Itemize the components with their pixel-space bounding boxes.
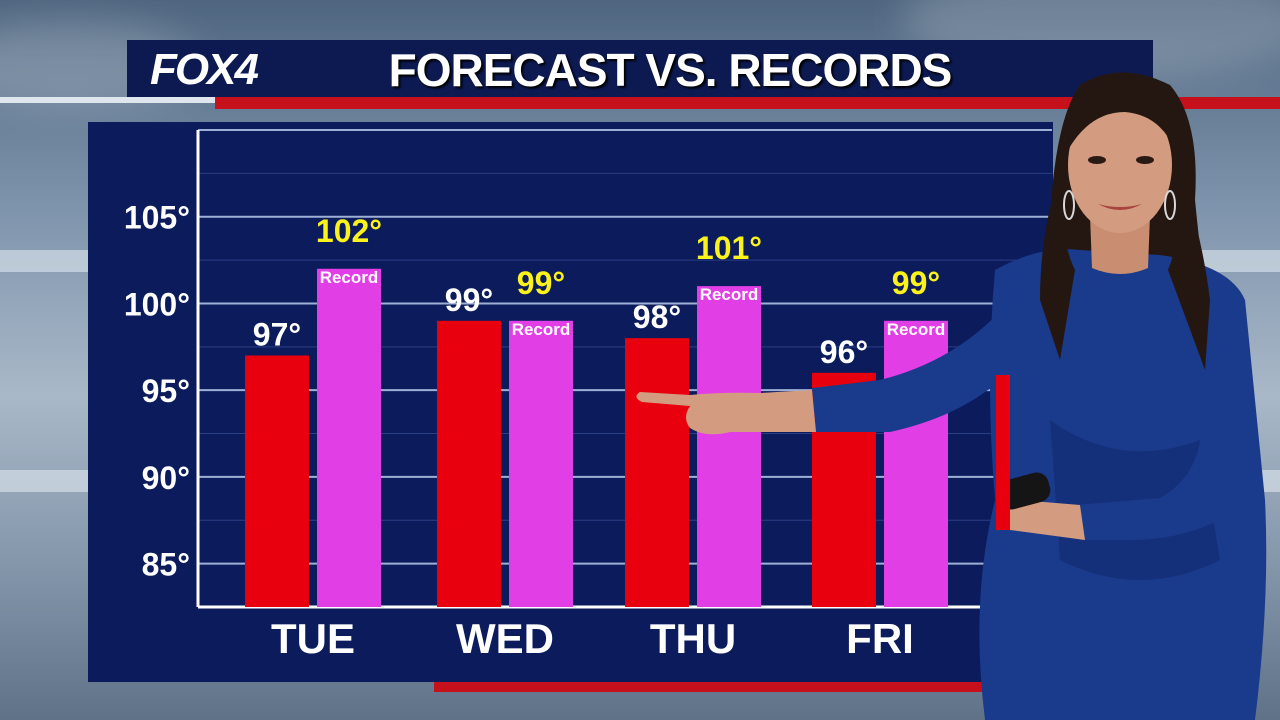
- record-value-label: 102°: [316, 213, 382, 249]
- day-label: THU: [650, 615, 736, 662]
- y-tick-label: 100°: [124, 286, 190, 322]
- banner-red-line: [215, 97, 1280, 109]
- y-tick-label: 85°: [142, 547, 190, 583]
- record-word-label: Record: [512, 320, 571, 339]
- y-tick-label: 90°: [142, 460, 190, 496]
- forecast-value-label: 98°: [633, 299, 681, 335]
- record-bar: [509, 320, 573, 607]
- forecast-bar: [437, 320, 501, 607]
- chart-title: FORECAST VS. RECORDS: [388, 44, 953, 96]
- record-value-label: 101°: [696, 230, 762, 266]
- day-label: TUE: [271, 615, 355, 662]
- y-tick-label: 105°: [124, 200, 190, 236]
- record-value-label: 99°: [892, 265, 940, 301]
- title-banner: [127, 40, 1153, 100]
- record-word-label: Record: [887, 320, 946, 339]
- forecast-value-label: 96°: [820, 334, 868, 370]
- record-bar: [317, 268, 381, 607]
- y-tick-label: 95°: [142, 373, 190, 409]
- forecast-bar: [245, 355, 309, 607]
- record-word-label: Record: [700, 285, 759, 304]
- day-label: WED: [456, 615, 554, 662]
- panel-bottom-stripe: [434, 682, 994, 692]
- forecast-value-label: 97°: [253, 316, 301, 352]
- forecast-value-label: 99°: [445, 282, 493, 318]
- record-value-label: 99°: [517, 265, 565, 301]
- record-word-label: Record: [320, 268, 379, 287]
- forecast-bar: [625, 338, 689, 607]
- banner-accent-line: [0, 97, 215, 103]
- day-label: FRI: [846, 615, 914, 662]
- record-bar: [697, 286, 761, 607]
- station-logo: FOX4: [150, 45, 259, 94]
